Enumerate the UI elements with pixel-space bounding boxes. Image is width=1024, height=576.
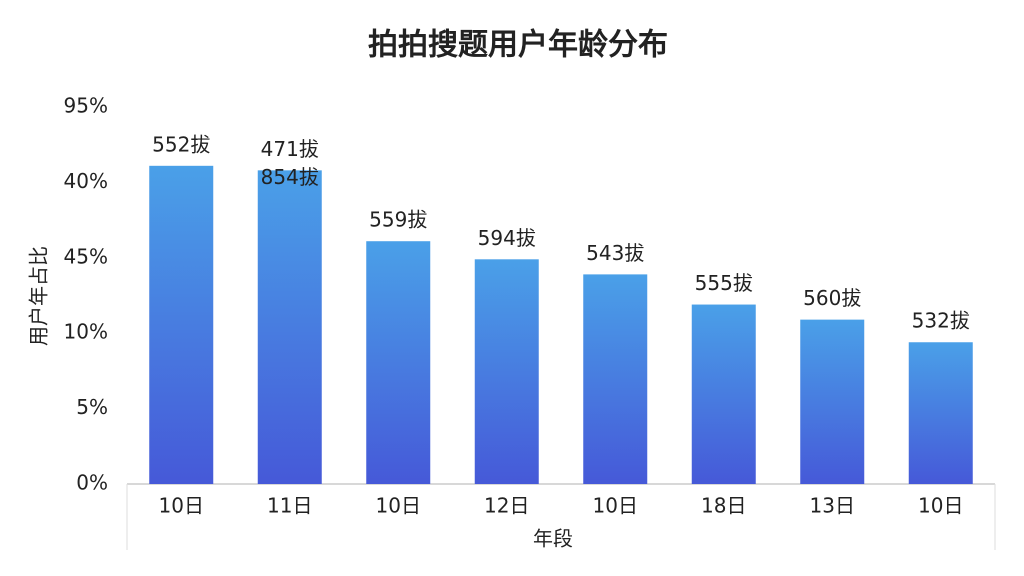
bar (366, 241, 431, 484)
bar-label: 543拔 (586, 241, 644, 265)
bar (583, 274, 648, 484)
bar (800, 319, 865, 484)
x-tick-label: 10日 (918, 494, 963, 518)
x-tick-label: 10日 (593, 494, 638, 518)
x-tick-label: 10日 (376, 494, 421, 518)
y-axis-label: 用户年占比 (27, 246, 51, 346)
x-axis-label: 年段 (533, 527, 573, 551)
chart-title: 拍拍搜题用户年龄分布 (368, 28, 668, 63)
x-tick-label: 18日 (701, 494, 746, 518)
bar-label: 555拔 (695, 271, 753, 295)
y-tick-label: 95% (64, 94, 108, 118)
bar-label: 560拔 (803, 286, 861, 310)
y-tick-label: 45% (64, 244, 108, 268)
bar (149, 165, 214, 484)
bar-label: 532拔 (912, 309, 970, 333)
y-tick-label: 40% (64, 169, 108, 193)
bar (691, 304, 756, 484)
bar-label: 471拔 (261, 137, 319, 161)
bar-label: 854拔 (261, 165, 319, 189)
x-tick-label: 11日 (267, 494, 312, 518)
bar-label: 594拔 (478, 226, 536, 250)
bar (257, 170, 322, 484)
y-tick-label: 0% (76, 471, 108, 495)
x-tick-label: 13日 (810, 494, 855, 518)
bar (474, 259, 539, 484)
y-tick-label: 5% (76, 395, 108, 419)
x-tick-label: 10日 (159, 494, 204, 518)
x-tick-label: 12日 (484, 494, 529, 518)
y-tick-label: 10% (64, 320, 108, 344)
bar (908, 342, 973, 484)
bar-label: 552拔 (152, 132, 210, 156)
bar-label: 559拔 (369, 208, 427, 232)
